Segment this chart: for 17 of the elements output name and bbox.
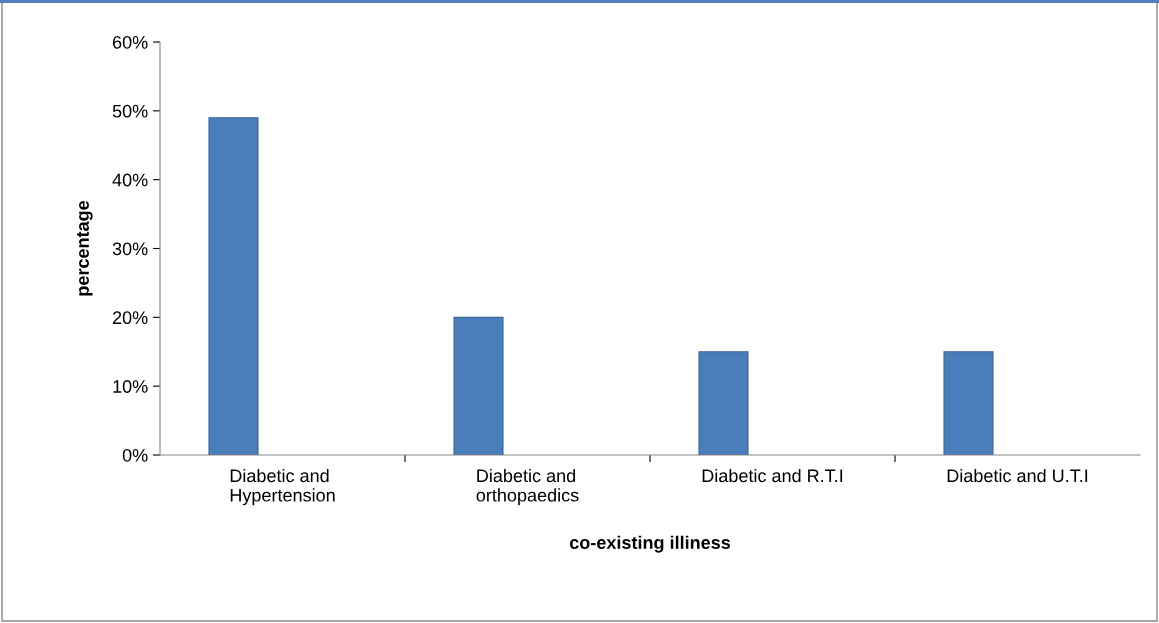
y-tick-label: 10% (113, 380, 148, 393)
bar (453, 316, 504, 455)
bar (208, 117, 259, 455)
bar (943, 351, 994, 455)
x-tick-label: Diabetic and R.T.I (702, 468, 843, 483)
y-tick-label: 60% (112, 35, 148, 49)
y-tick-label: 40% (112, 173, 148, 187)
x-axis-title: co-existing illiness (569, 535, 731, 553)
y-axis-title: percentage (77, 200, 93, 296)
y-tick-label: 30% (112, 242, 148, 256)
x-tick-label: Diabetic and U.T.I (947, 468, 1088, 483)
y-tick-label: 20% (112, 311, 148, 325)
y-tick-label: 0% (122, 448, 148, 462)
x-tick-label: Diabetic and orthopaedics (476, 468, 579, 506)
y-tick-label: 50% (112, 104, 148, 118)
bar (698, 351, 749, 455)
x-tick-label: Diabetic and Hypertension (230, 468, 335, 506)
